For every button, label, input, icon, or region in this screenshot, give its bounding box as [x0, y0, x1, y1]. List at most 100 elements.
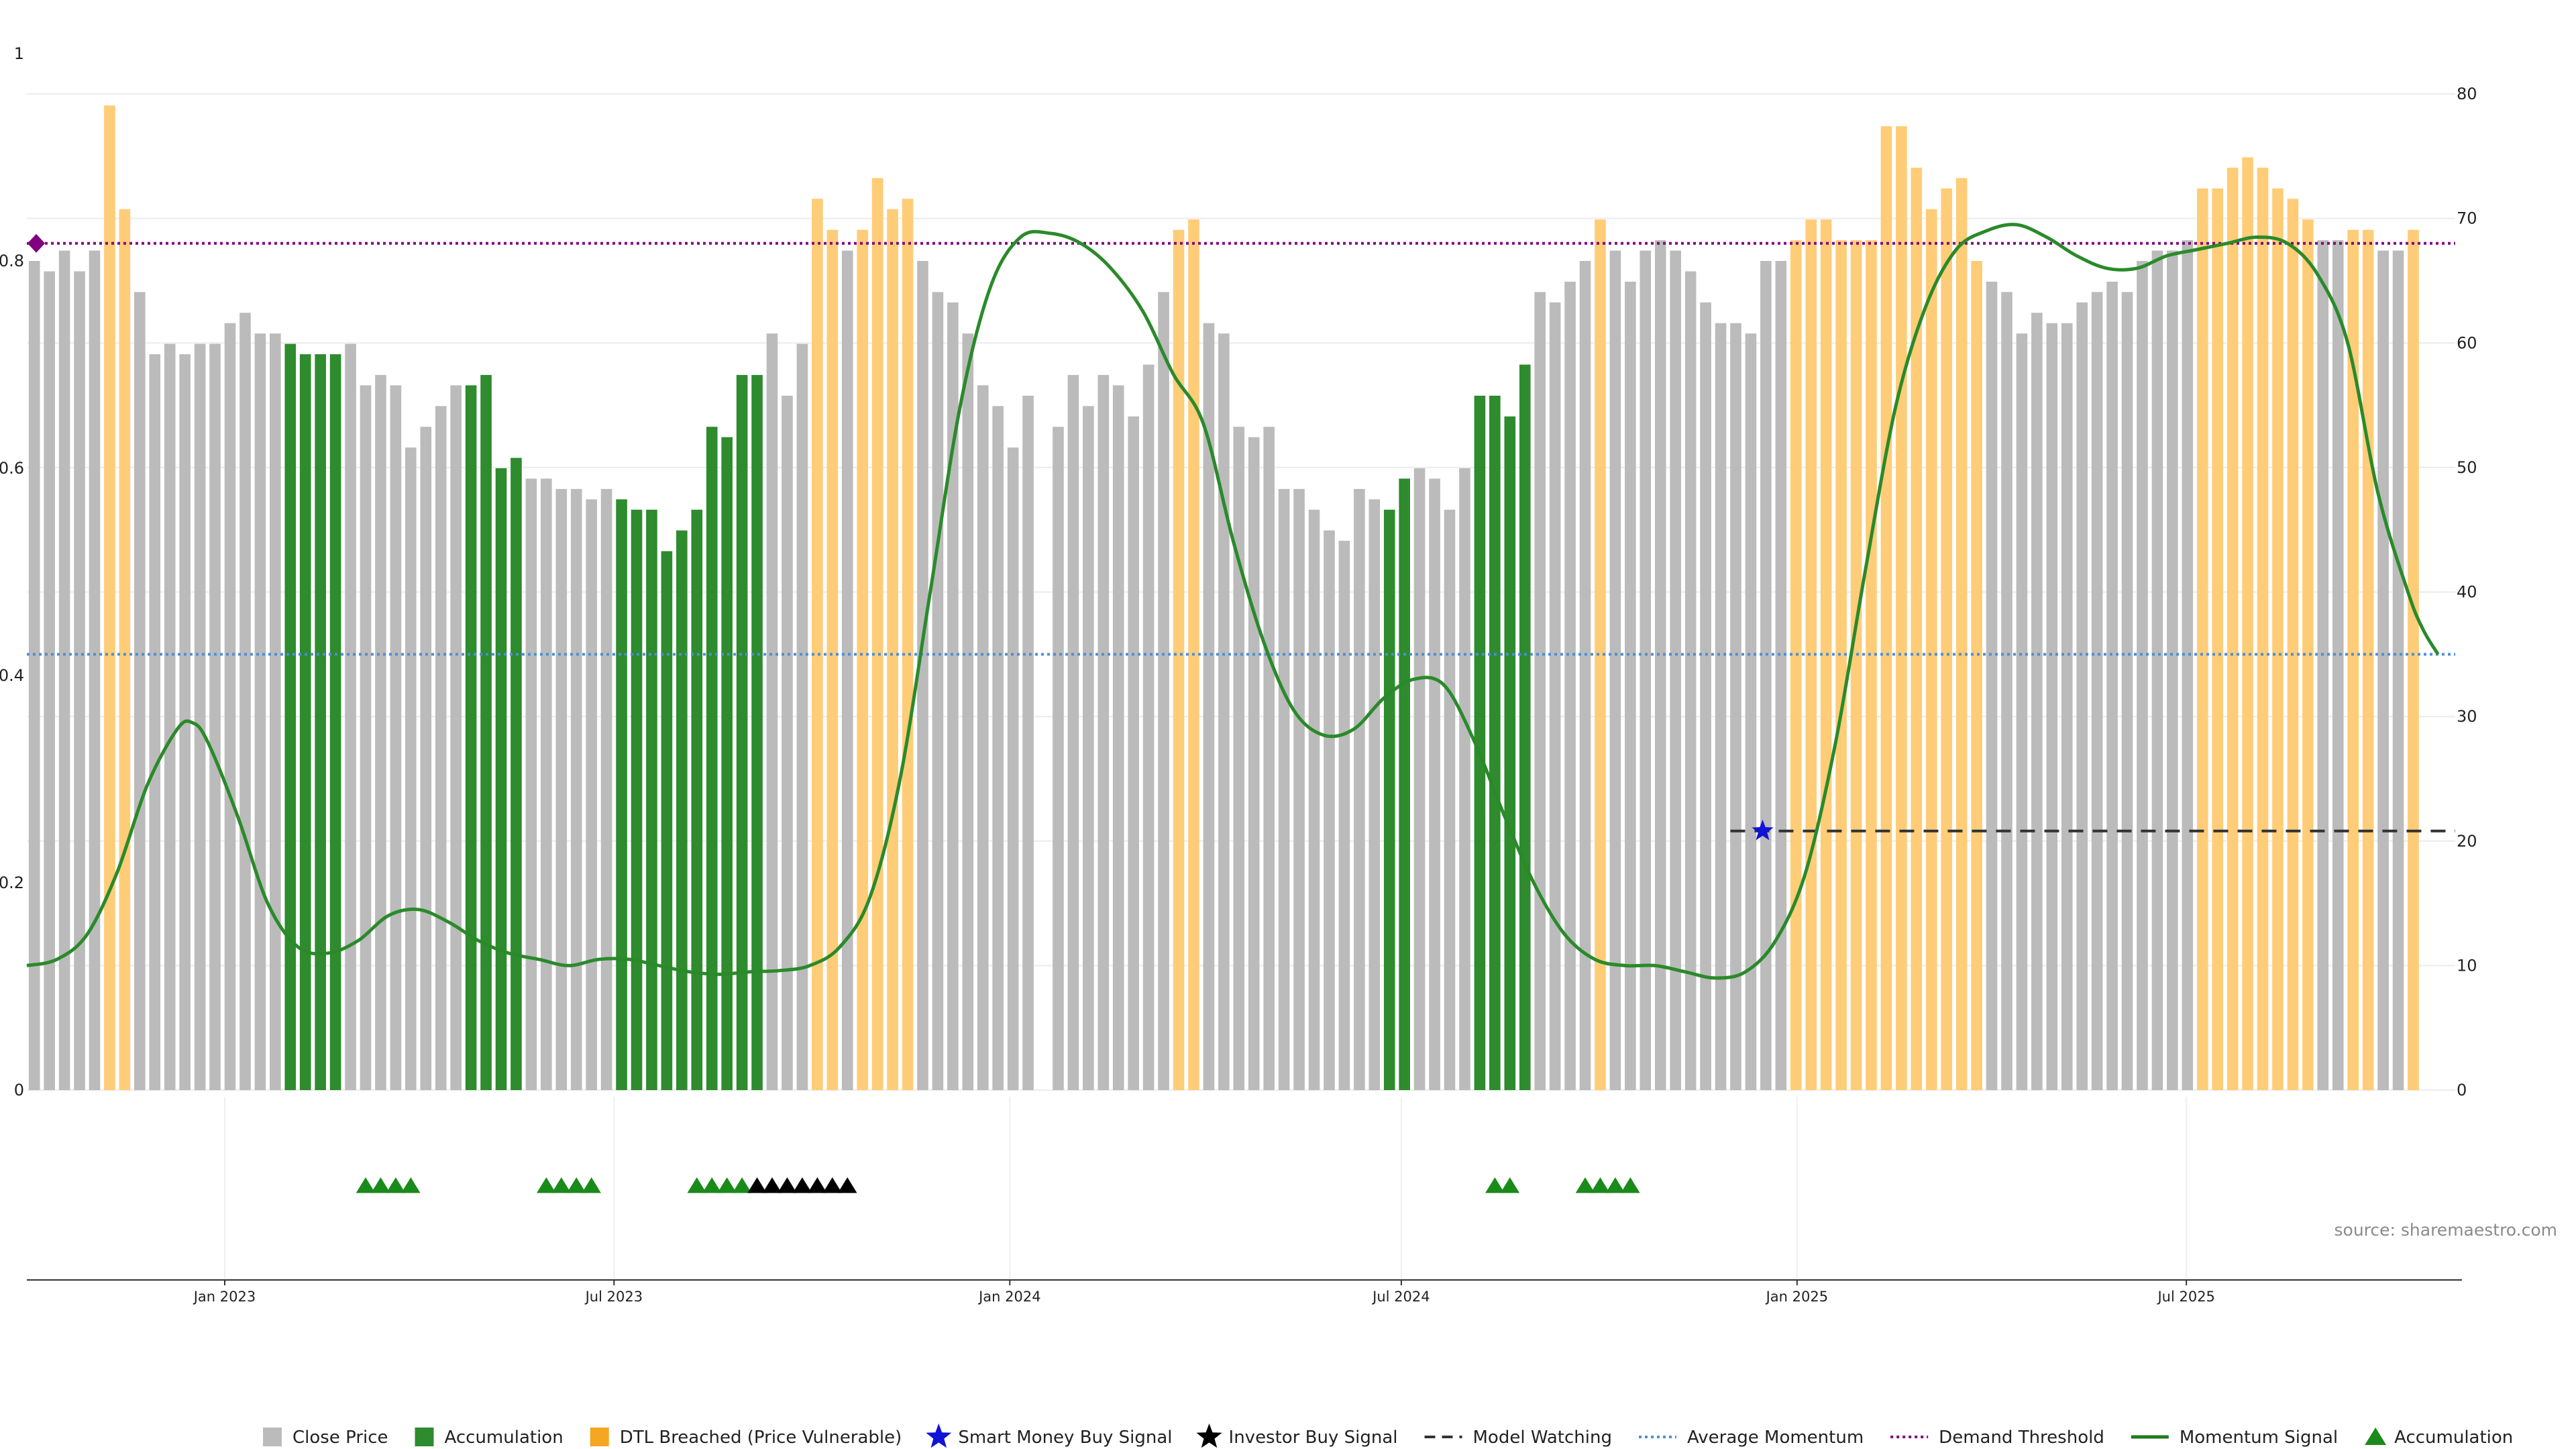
left-tick-label: 0.2: [0, 873, 24, 892]
bar-close: [405, 447, 417, 1090]
bar-close: [1413, 468, 1426, 1090]
accumulation-triangle: [582, 1177, 601, 1193]
bar-dtl: [1971, 261, 1982, 1090]
bar-close: [1278, 488, 1290, 1090]
bar-close: [2091, 292, 2103, 1091]
bar-close: [1700, 302, 1711, 1090]
bar-close: [44, 271, 55, 1091]
accumulation-triangle: [702, 1177, 722, 1193]
bar-dtl: [2362, 229, 2374, 1090]
right-tick-label: 30: [2457, 707, 2477, 726]
left-tick-label: 0.8: [0, 252, 24, 270]
legend-label: DTL Breached (Price Vulnerable): [620, 1428, 902, 1448]
investor-buy-triangle: [777, 1177, 797, 1193]
accumulation-triangle: [1485, 1177, 1505, 1193]
bar-dtl: [2302, 219, 2314, 1091]
legend-item: Investor Buy Signal: [1196, 1424, 1398, 1448]
bar-acc: [315, 354, 326, 1090]
bar-close: [1745, 333, 1757, 1090]
legend: Close Price Accumulation DTL Breached (Pri…: [263, 1424, 2513, 1448]
investor-buy-triangle: [792, 1177, 812, 1193]
bar-close: [555, 488, 568, 1090]
bar-close: [1986, 281, 1998, 1090]
bar-acc: [631, 509, 643, 1090]
right-tick-label: 50: [2457, 458, 2477, 477]
bar-close: [2031, 313, 2043, 1090]
bar-dtl: [1911, 167, 1923, 1091]
bar-close: [1142, 364, 1155, 1090]
bar-close: [1233, 427, 1245, 1090]
bar-close: [525, 478, 537, 1090]
bar-close: [1684, 271, 1697, 1091]
accumulation-triangle: [1605, 1177, 1625, 1193]
x-tick-label: Jan 2023: [193, 1289, 256, 1305]
smart-money-buy-star: [1752, 819, 1774, 841]
momentum-line: [26, 223, 2440, 980]
bar-close: [360, 385, 372, 1090]
bar-close: [841, 250, 853, 1090]
bar-dtl: [2226, 167, 2239, 1091]
bar-acc: [706, 427, 718, 1090]
bar-dtl: [2287, 199, 2299, 1090]
bar-acc: [721, 437, 733, 1090]
signal-markers: [356, 819, 1774, 1193]
reference-lines: [27, 233, 2455, 833]
bar-close: [2046, 323, 2058, 1091]
bar-close: [586, 499, 597, 1090]
bar-dtl: [1880, 126, 1892, 1090]
bar-close: [1459, 468, 1470, 1090]
bar-close: [1730, 323, 1741, 1091]
legend-swatch: [590, 1428, 609, 1446]
bar-close: [2061, 323, 2073, 1091]
bar-close: [1579, 261, 1591, 1090]
bar-dtl: [2196, 188, 2208, 1091]
bar-close: [390, 385, 402, 1090]
investor-buy-triangle: [837, 1177, 857, 1193]
bar-close: [74, 271, 85, 1091]
bar-acc: [691, 509, 703, 1090]
bar-close: [1293, 488, 1305, 1090]
bar-close: [917, 261, 928, 1090]
bar-acc: [1489, 395, 1501, 1090]
legend-item: Close Price: [263, 1428, 388, 1448]
bar-close: [1760, 261, 1772, 1090]
bar-close: [2317, 240, 2329, 1091]
bar-close: [1022, 395, 1034, 1090]
legend-label: Average Momentum: [1687, 1428, 1864, 1448]
bar-acc: [616, 499, 627, 1090]
right-tick-label: 60: [2457, 333, 2477, 352]
bar-close: [1324, 530, 1335, 1090]
legend-swatch: [415, 1428, 434, 1446]
price-bars: [28, 105, 2419, 1091]
accumulation-triangle: [1500, 1177, 1520, 1193]
bar-acc: [1399, 478, 1410, 1090]
bar-dtl: [1925, 209, 1937, 1090]
accumulation-triangle: [551, 1177, 572, 1193]
bar-close: [239, 313, 251, 1090]
bar-dtl: [1896, 126, 1907, 1090]
bar-close: [2016, 333, 2028, 1090]
bar-acc: [299, 354, 311, 1090]
source-label: source: sharemaestro.com: [2334, 1220, 2558, 1240]
bar-close: [782, 395, 793, 1090]
bar-close: [435, 406, 447, 1090]
bar-close: [1067, 374, 1079, 1091]
bar-close: [450, 385, 462, 1090]
bar-close: [2182, 240, 2194, 1091]
bar-close: [1534, 292, 1546, 1091]
bar-dtl: [902, 199, 914, 1090]
bar-acc: [511, 458, 522, 1090]
bar-dtl: [2257, 167, 2269, 1091]
bar-acc: [676, 530, 688, 1090]
bar-close: [58, 250, 70, 1090]
accumulation-triangle: [1621, 1177, 1640, 1193]
legend-label: Momentum Signal: [2180, 1428, 2338, 1448]
bar-dtl: [1835, 240, 1847, 1091]
bar-dtl: [887, 209, 898, 1090]
right-tick-label: 40: [2457, 583, 2477, 602]
bar-close: [194, 343, 206, 1090]
bar-close: [345, 343, 356, 1090]
bar-close: [932, 292, 944, 1091]
legend-star: [1196, 1424, 1222, 1448]
x-tick-label: Jan 2025: [1765, 1289, 1829, 1305]
